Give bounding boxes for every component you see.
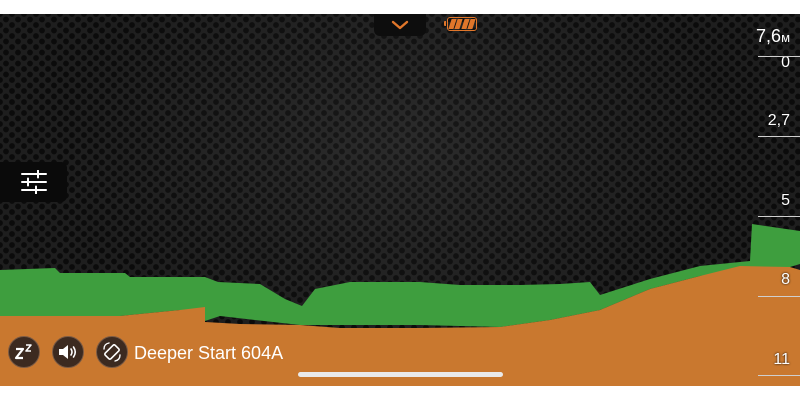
rotate-phone-icon	[103, 342, 121, 362]
sleep-button[interactable]	[8, 336, 40, 368]
sonar-chart	[0, 224, 800, 386]
depth-scale: 0 2,7 5 8 11	[740, 14, 800, 386]
battery-indicator	[444, 17, 477, 31]
depth-tick	[758, 56, 800, 57]
depth-tick	[758, 375, 800, 376]
depth-label: 0	[781, 54, 790, 71]
depth-tick	[758, 296, 800, 297]
sleep-icon	[14, 344, 32, 360]
current-depth-unit: м	[781, 30, 790, 45]
vegetation-layer	[0, 224, 800, 327]
pull-down-tab[interactable]	[374, 14, 426, 36]
rotate-button[interactable]	[96, 336, 128, 368]
sound-button[interactable]	[52, 336, 84, 368]
chevron-down-icon	[391, 20, 409, 30]
depth-label: 5	[781, 192, 790, 209]
current-depth-readout: 7,6м	[756, 26, 790, 47]
settings-button[interactable]	[0, 162, 67, 202]
depth-label: 2,7	[767, 112, 790, 129]
depth-label: 8	[781, 271, 790, 288]
sonar-view: 7,6м 0 2,7 5 8 11	[0, 14, 800, 386]
sliders-icon	[20, 170, 47, 194]
depth-tick	[758, 216, 800, 217]
device-name: Deeper Start 604A	[134, 343, 284, 363]
depth-label: 11	[773, 351, 790, 368]
current-depth-value: 7,6	[756, 26, 782, 46]
speaker-icon	[59, 345, 77, 359]
home-indicator[interactable]	[298, 372, 503, 377]
bottom-layer	[0, 266, 800, 386]
depth-tick	[758, 136, 800, 137]
